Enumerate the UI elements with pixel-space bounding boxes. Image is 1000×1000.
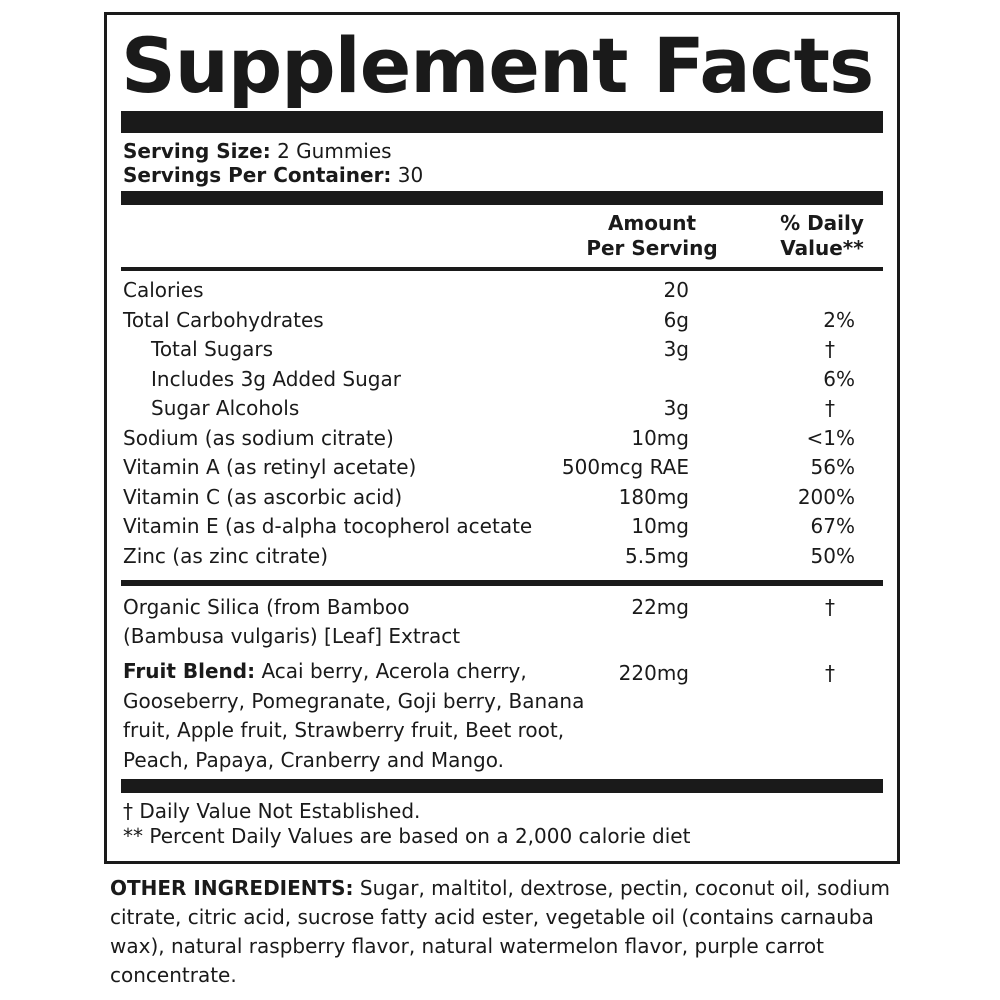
- nutrient-name: Vitamin E (as d-alpha tocopherol acetate: [123, 514, 533, 538]
- amount-header: Amount Per Serving: [577, 211, 727, 261]
- nutrient-name: Vitamin C (as ascorbic acid): [123, 484, 403, 509]
- thin-divider: [121, 267, 883, 271]
- thick-divider: [121, 779, 883, 793]
- nutrient-amount: 6g: [663, 307, 689, 332]
- nutrient-amount: 180mg: [618, 484, 689, 509]
- divider: [121, 580, 883, 586]
- nutrient-daily-value: †: [825, 396, 835, 420]
- nutrient-amount: 5.5mg: [625, 543, 689, 568]
- nutrient-amount: 3g: [663, 337, 689, 361]
- fruit-blend-line3: fruit, Apple fruit, Strawberry fruit, Be…: [123, 718, 565, 742]
- thick-divider: [121, 191, 883, 205]
- fruit-blend-line4: Peach, Papaya, Cranberry and Mango.: [123, 748, 504, 772]
- servings-per-container-value: 30: [391, 163, 424, 187]
- nutrient-daily-value: 67%: [810, 514, 855, 538]
- thick-divider: [121, 111, 883, 133]
- nutrient-name: Sugar Alcohols: [151, 396, 300, 420]
- silica-dv: †: [825, 595, 835, 619]
- servings-per-container-label: Servings Per Container:: [123, 163, 392, 187]
- nutrient-daily-value: 50%: [810, 543, 855, 568]
- fruit-blend-label: Fruit Blend:: [123, 659, 256, 683]
- footnote-dagger: † Daily Value Not Established.: [123, 799, 421, 823]
- dv-header-line1: % Daily: [780, 211, 864, 235]
- nutrient-daily-value: 200%: [797, 484, 855, 509]
- nutrient-name: Sodium (as sodium citrate): [123, 425, 394, 450]
- nutrient-amount: 3g: [663, 396, 689, 420]
- silica-line1: Organic Silica (from Bamboo: [123, 595, 410, 619]
- amount-header-line1: Amount: [607, 211, 697, 235]
- nutrient-daily-value: 2%: [823, 307, 855, 332]
- silica-amount: 22mg: [631, 595, 689, 619]
- nutrient-daily-value: 56%: [810, 455, 855, 479]
- nutrient-name: Zinc (as zinc citrate): [123, 543, 329, 568]
- amount-header-line2: Per Serving: [586, 236, 718, 260]
- nutrient-name: Calories: [123, 278, 204, 302]
- other-ingredients-label: OTHER INGREDIENTS:: [110, 876, 354, 900]
- daily-value-header: % Daily Value**: [767, 211, 877, 261]
- nutrient-amount: 20: [663, 278, 689, 302]
- nutrient-name: Total Sugars: [151, 337, 274, 361]
- supplement-facts-panel: Supplement Facts Serving Size: 2 Gummies…: [104, 12, 900, 864]
- fruit-blend-amount: 220mg: [618, 661, 689, 685]
- nutrient-amount: 10mg: [631, 425, 689, 450]
- servings-per-container: Servings Per Container: 30: [123, 163, 423, 187]
- fruit-blend-line1: Fruit Blend: Acai berry, Acerola cherry,: [123, 659, 527, 683]
- dv-header-line2: Value**: [780, 236, 864, 260]
- nutrient-amount: 10mg: [631, 514, 689, 538]
- panel-title: Supplement Facts: [121, 21, 874, 110]
- other-ingredients: OTHER INGREDIENTS: Sugar, maltitol, dext…: [110, 874, 890, 990]
- silica-line2: (Bambusa vulgaris) [Leaf] Extract: [123, 624, 461, 648]
- nutrient-name: Vitamin A (as retinyl acetate): [123, 455, 417, 479]
- fruit-blend-text: Acai berry, Acerola cherry,: [255, 659, 527, 683]
- serving-size-label: Serving Size:: [123, 139, 271, 163]
- nutrient-name: Total Carbohydrates: [123, 307, 324, 332]
- other-ingredients-text: Sugar, maltitol, dextrose, pectin, cocon…: [110, 876, 890, 987]
- nutrient-daily-value: †: [825, 337, 835, 361]
- fruit-blend-dv: †: [825, 661, 835, 685]
- nutrient-name: Includes 3g Added Sugar: [151, 366, 401, 391]
- footnote-percent: ** Percent Daily Values are based on a 2…: [123, 824, 691, 848]
- serving-size: Serving Size: 2 Gummies: [123, 139, 392, 163]
- nutrient-amount: 500mcg RAE: [561, 455, 689, 479]
- nutrient-daily-value: <1%: [806, 425, 856, 450]
- fruit-blend-line2: Gooseberry, Pomegranate, Goji berry, Ban…: [123, 689, 585, 713]
- serving-size-value: 2 Gummies: [270, 139, 392, 163]
- nutrient-daily-value: 6%: [823, 366, 855, 391]
